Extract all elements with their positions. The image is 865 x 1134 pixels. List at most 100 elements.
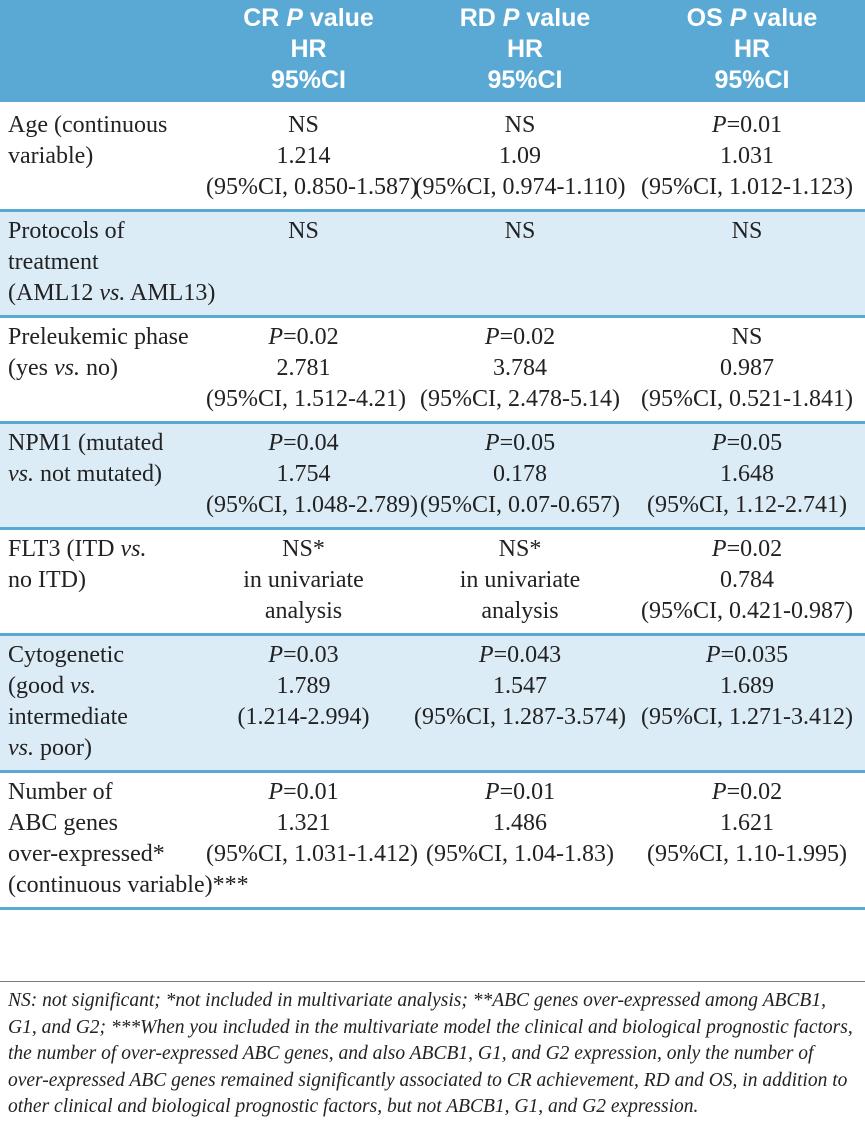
row-label-line: Preleukemic phase [8,324,189,350]
os-cell: P=0.05 1.648 (95%CI, 1.12-2.741) [639,424,865,530]
footnote-rule [0,981,865,982]
rd-cell: NS* in univariate analysis [411,530,639,636]
row-label: Number of ABC genes over-expressed* (contin… [0,773,249,910]
hazard-ratio: 1.621 [720,810,774,836]
footnote: NS: not significant; *not included in mu… [8,990,853,1118]
cr-cell: P=0.04 1.754 (95%CI, 1.048-2.789) [206,424,418,530]
p-value: NS* [498,536,542,562]
confidence-interval: (95%CI, 0.07-0.657) [420,492,620,518]
header-cr-ci: 95%CI [270,66,347,94]
confidence-interval: (95%CI, 1.048-2.789) [206,492,418,518]
confidence-interval: (95%CI, 1.271-3.412) [641,704,853,730]
hazard-ratio: 1.648 [720,461,774,487]
cr-cell: NS 1.214 (95%CI, 0.850-1.587) [206,106,418,212]
table-row: Age (continuous variable) NS 1.214 (95%CI, … [0,106,865,212]
header-os-hr: HR [733,35,771,63]
row-label: Preleukemic phase (yes vs. no) [0,318,206,424]
os-cell: NS 0.987 (95%CI, 0.521-1.841) [639,318,865,424]
confidence-interval: (95%CI, 0.421-0.987) [641,598,853,624]
row-label-line: (good vs. [8,673,96,699]
cr-cell: NS* in univariate analysis [206,530,411,636]
hazard-ratio: 0.784 [720,567,774,593]
table-row: Protocols of treatment (AML12 vs. AML13) NS… [0,212,865,318]
row-label-line: vs. poor) [8,735,92,761]
header-row: CR P value HR 95%CI RD P value HR 95%CI … [0,0,865,106]
cr-cell: P=0.02 2.781 (95%CI, 1.512-4.21) [206,318,411,424]
rd-cell: P=0.02 3.784 (95%CI, 2.478-5.14) [411,318,639,424]
row-label: NPM1 (mutated vs. not mutated) [0,424,206,530]
header-cr-line1: CR P value [243,4,374,32]
hazard-ratio: 1.689 [720,673,774,699]
header-rd-hr: HR [506,35,544,63]
confidence-interval: (95%CI, 1.012-1.123) [641,174,853,200]
header-os: OS P value HR 95%CI [639,0,865,106]
confidence-interval: analysis [481,598,559,624]
hazard-ratio: 1.547 [493,673,547,699]
confidence-interval: analysis [264,598,343,624]
row-label-line: Cytogenetic [8,642,124,668]
hazard-ratio: 1.09 [499,143,541,169]
p-value: P=0.02 [711,536,783,562]
row-label-line: intermediate [8,704,128,730]
header-cr: CR P value HR 95%CI [206,0,411,106]
hazard-ratio: in univariate [459,567,581,593]
row-label-line: vs. not mutated) [8,461,162,487]
hazard-ratio: 2.781 [276,355,331,381]
hazard-ratio: 1.754 [276,461,331,487]
p-value: NS [288,112,319,138]
row-label-line: (continuous variable)*** [8,872,249,898]
p-value: NS [731,324,763,350]
row-label-line: treatment [8,249,99,275]
table-row: Number of ABC genes over-expressed* (contin… [0,773,865,910]
confidence-interval: (95%CI, 1.512-4.21) [206,386,406,412]
table-row: FLT3 (ITD vs. no ITD) NS* in univariate anal… [0,530,865,636]
confidence-interval: (95%CI, 1.287-3.574) [414,704,626,730]
rd-cell: NS [411,212,639,318]
rd-cell: P=0.01 1.486 (95%CI, 1.04-1.83) [411,773,639,910]
confidence-interval: (95%CI, 1.10-1.995) [647,841,847,867]
os-cell: P=0.035 1.689 (95%CI, 1.271-3.412) [639,636,865,773]
header-cr-hr: HR [290,35,327,63]
row-label-line: no ITD) [8,567,86,593]
p-value: NS* [282,536,325,562]
results-table: CR P value HR 95%CI RD P value HR 95%CI … [0,0,865,910]
p-value: P=0.03 [268,642,339,668]
hazard-ratio: in univariate [243,567,364,593]
p-value: NS [731,218,763,244]
header-rd-line1: RD P value [459,4,591,32]
hazard-ratio: 0.987 [720,355,774,381]
header-os-line1: OS P value [686,4,818,32]
row-label-line: (yes vs. no) [8,355,118,381]
hazard-ratio: 1.031 [720,143,774,169]
row-label-line: Number of [8,779,113,805]
os-cell: NS [639,212,865,318]
os-cell: P=0.02 0.784 (95%CI, 0.421-0.987) [639,530,865,636]
row-label: Cytogenetic (good vs. intermediate vs. poor… [0,636,206,773]
row-label-line: NPM1 (mutated [8,430,164,456]
p-value: P=0.035 [705,642,789,668]
p-value: P=0.05 [484,430,556,456]
cr-cell: P=0.03 1.789 (1.214-2.994) [206,636,411,773]
confidence-interval: (95%CI, 0.974-1.110) [414,174,626,200]
hazard-ratio: 1.486 [493,810,547,836]
header-rd: RD P value HR 95%CI [411,0,639,106]
header-label-col [0,0,206,106]
p-value: P=0.043 [478,642,562,668]
row-label: FLT3 (ITD vs. no ITD) [0,530,206,636]
hazard-ratio: 3.784 [493,355,547,381]
row-label: Age (continuous variable) [0,106,206,212]
p-value: P=0.01 [484,779,556,805]
os-cell: P=0.02 1.621 (95%CI, 1.10-1.995) [639,773,865,910]
rd-cell: P=0.043 1.547 (95%CI, 1.287-3.574) [411,636,639,773]
p-value: NS [504,218,536,244]
p-value: P=0.04 [268,430,339,456]
table-row: Preleukemic phase (yes vs. no) P=0.02 2.781… [0,318,865,424]
confidence-interval: (95%CI, 1.12-2.741) [647,492,847,518]
table-body: Age (continuous variable) NS 1.214 (95%CI, … [0,106,865,910]
p-value: P=0.01 [268,779,339,805]
row-label-line: ABC genes [8,810,118,836]
p-value: NS [288,218,319,244]
confidence-interval: (95%CI, 1.031-1.412) [206,841,418,867]
table-row: NPM1 (mutated vs. not mutated) P=0.04 1.754… [0,424,865,530]
